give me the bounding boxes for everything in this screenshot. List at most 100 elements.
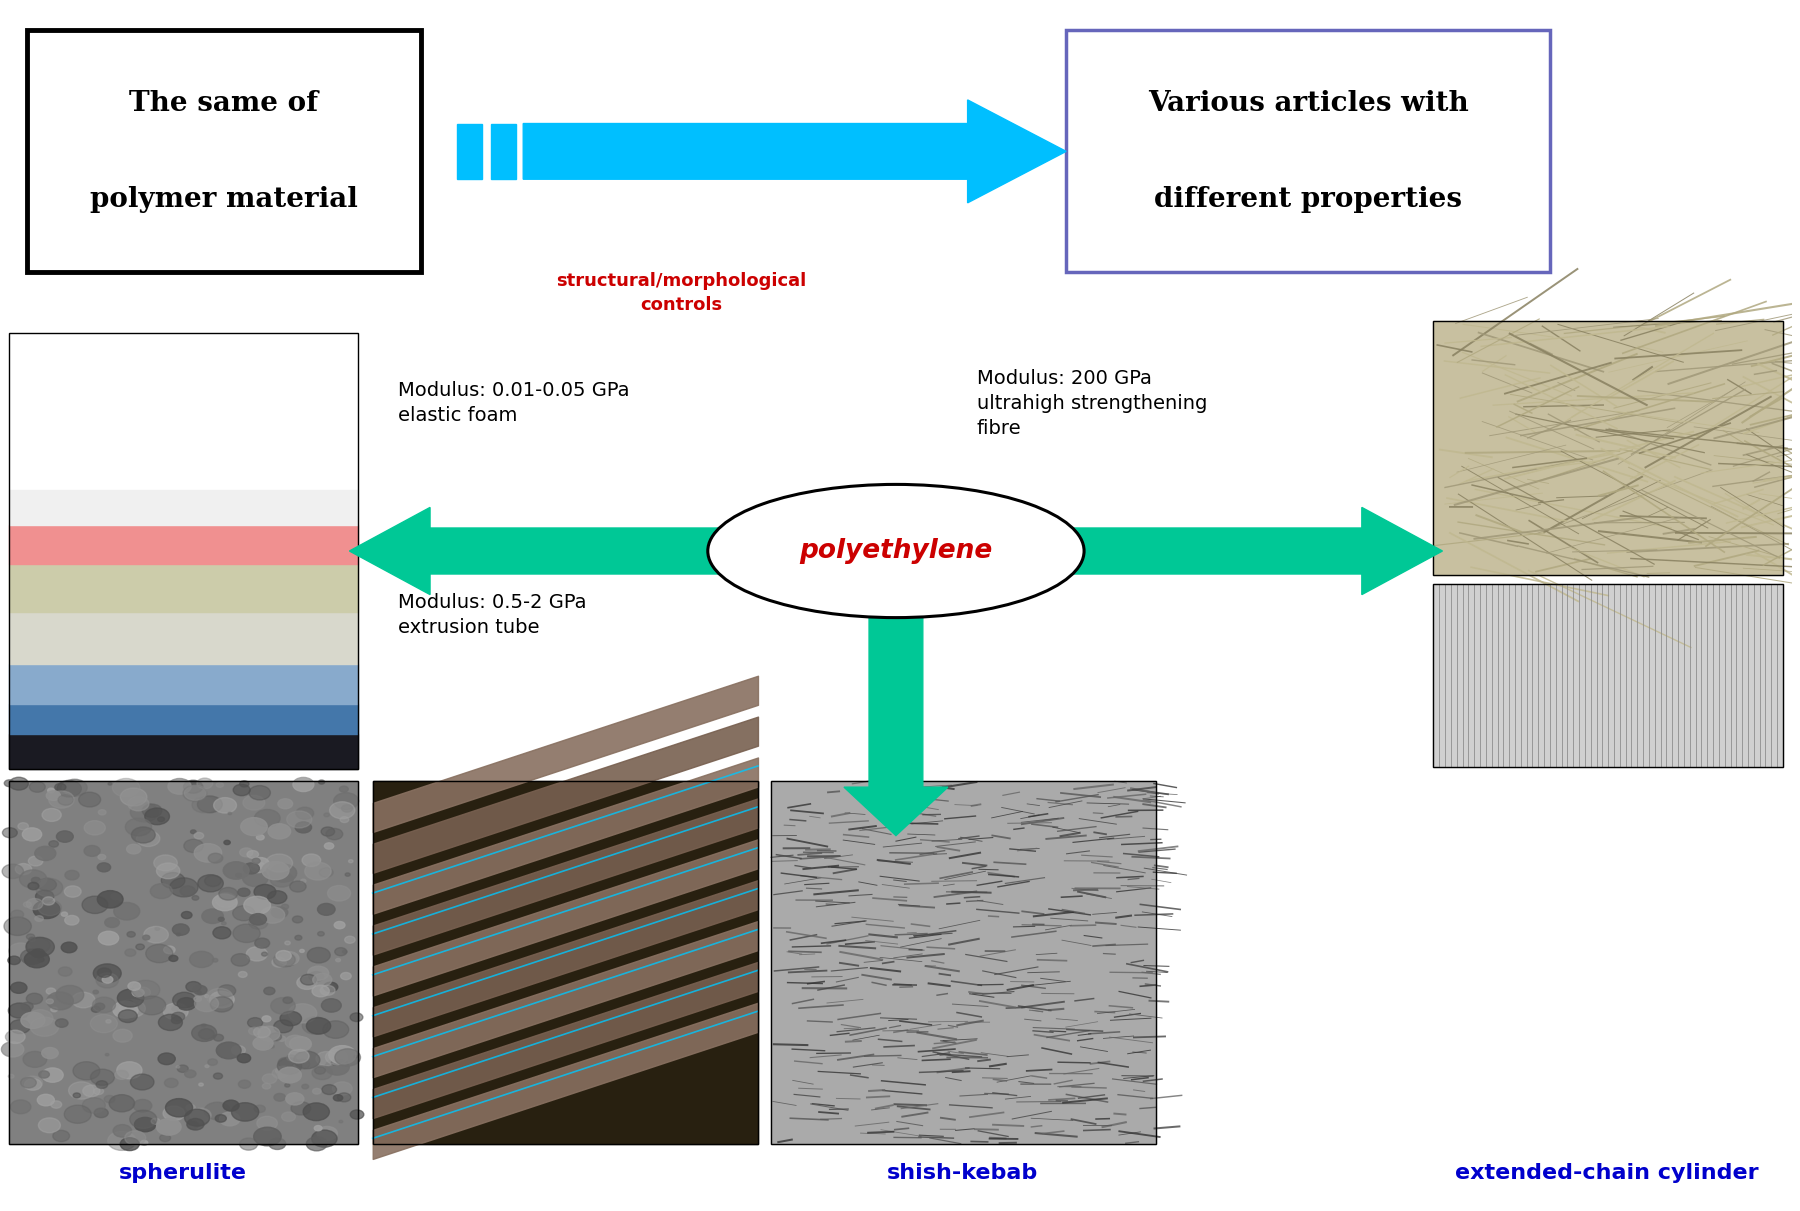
Circle shape — [126, 819, 151, 836]
Circle shape — [346, 873, 351, 877]
Circle shape — [7, 957, 20, 964]
Circle shape — [194, 997, 202, 1001]
Circle shape — [292, 1102, 311, 1115]
Bar — [9, 781, 358, 1144]
Circle shape — [205, 994, 209, 998]
Circle shape — [268, 1138, 286, 1149]
Circle shape — [162, 873, 185, 889]
Circle shape — [23, 951, 49, 968]
Circle shape — [36, 878, 63, 897]
Circle shape — [238, 971, 247, 977]
Circle shape — [335, 948, 347, 955]
Circle shape — [83, 1097, 104, 1113]
Circle shape — [95, 972, 119, 988]
Circle shape — [301, 975, 317, 985]
Circle shape — [11, 1100, 31, 1114]
Circle shape — [304, 862, 331, 880]
Circle shape — [113, 1001, 139, 1018]
Circle shape — [293, 777, 313, 792]
Circle shape — [295, 822, 311, 833]
Bar — [1433, 321, 1784, 575]
Circle shape — [72, 992, 95, 1008]
Circle shape — [58, 794, 74, 805]
Circle shape — [241, 817, 266, 836]
Circle shape — [65, 886, 81, 897]
Circle shape — [317, 931, 324, 936]
Circle shape — [338, 1120, 342, 1123]
Circle shape — [5, 1031, 25, 1044]
Circle shape — [130, 1110, 157, 1129]
Circle shape — [292, 916, 302, 923]
FancyBboxPatch shape — [27, 30, 421, 272]
Circle shape — [243, 869, 268, 886]
Circle shape — [284, 1084, 290, 1087]
Circle shape — [47, 791, 61, 800]
Circle shape — [171, 1017, 182, 1023]
Circle shape — [97, 968, 112, 977]
Bar — [9, 612, 358, 665]
Circle shape — [252, 857, 268, 868]
Circle shape — [184, 786, 207, 800]
Circle shape — [322, 1021, 349, 1038]
Circle shape — [302, 1103, 329, 1120]
Circle shape — [279, 1057, 293, 1068]
Bar — [9, 564, 358, 612]
Circle shape — [212, 958, 218, 962]
Circle shape — [286, 811, 311, 828]
Circle shape — [112, 893, 121, 900]
Circle shape — [220, 1112, 239, 1126]
Circle shape — [184, 839, 203, 853]
Bar — [9, 781, 358, 1144]
Circle shape — [311, 1066, 333, 1080]
Circle shape — [311, 986, 329, 997]
Circle shape — [23, 902, 31, 907]
Circle shape — [349, 860, 353, 862]
Circle shape — [23, 1051, 47, 1067]
Circle shape — [9, 1003, 31, 1018]
Circle shape — [279, 1067, 301, 1083]
Circle shape — [85, 845, 101, 856]
Circle shape — [112, 779, 140, 797]
Circle shape — [65, 871, 79, 880]
Circle shape — [268, 891, 286, 903]
Circle shape — [194, 995, 218, 1011]
Circle shape — [185, 1104, 194, 1110]
Circle shape — [158, 1054, 175, 1064]
Circle shape — [194, 832, 203, 839]
Circle shape — [113, 902, 140, 920]
Circle shape — [256, 834, 265, 840]
Circle shape — [250, 862, 266, 873]
Circle shape — [115, 1071, 128, 1079]
Bar — [373, 781, 758, 1144]
Circle shape — [158, 817, 164, 821]
Circle shape — [4, 780, 14, 787]
Circle shape — [342, 805, 353, 813]
Circle shape — [319, 868, 333, 877]
Circle shape — [38, 900, 61, 916]
Circle shape — [355, 1055, 358, 1058]
Circle shape — [198, 1083, 203, 1086]
Circle shape — [302, 854, 320, 867]
Circle shape — [205, 876, 221, 886]
Circle shape — [211, 997, 232, 1012]
Circle shape — [124, 1131, 146, 1144]
Circle shape — [167, 779, 191, 794]
Circle shape — [232, 1103, 259, 1121]
Circle shape — [310, 971, 324, 982]
Circle shape — [43, 897, 54, 905]
Circle shape — [38, 958, 45, 962]
Circle shape — [18, 822, 29, 830]
Circle shape — [340, 972, 351, 980]
Circle shape — [155, 928, 160, 930]
Circle shape — [214, 1034, 223, 1041]
Circle shape — [157, 1119, 182, 1135]
Circle shape — [74, 1092, 81, 1098]
Circle shape — [263, 1084, 270, 1089]
Circle shape — [95, 1003, 104, 1010]
Circle shape — [232, 906, 256, 920]
Circle shape — [281, 905, 288, 909]
Circle shape — [135, 1118, 157, 1132]
Circle shape — [194, 844, 221, 862]
Circle shape — [140, 1141, 148, 1146]
Circle shape — [254, 809, 281, 827]
